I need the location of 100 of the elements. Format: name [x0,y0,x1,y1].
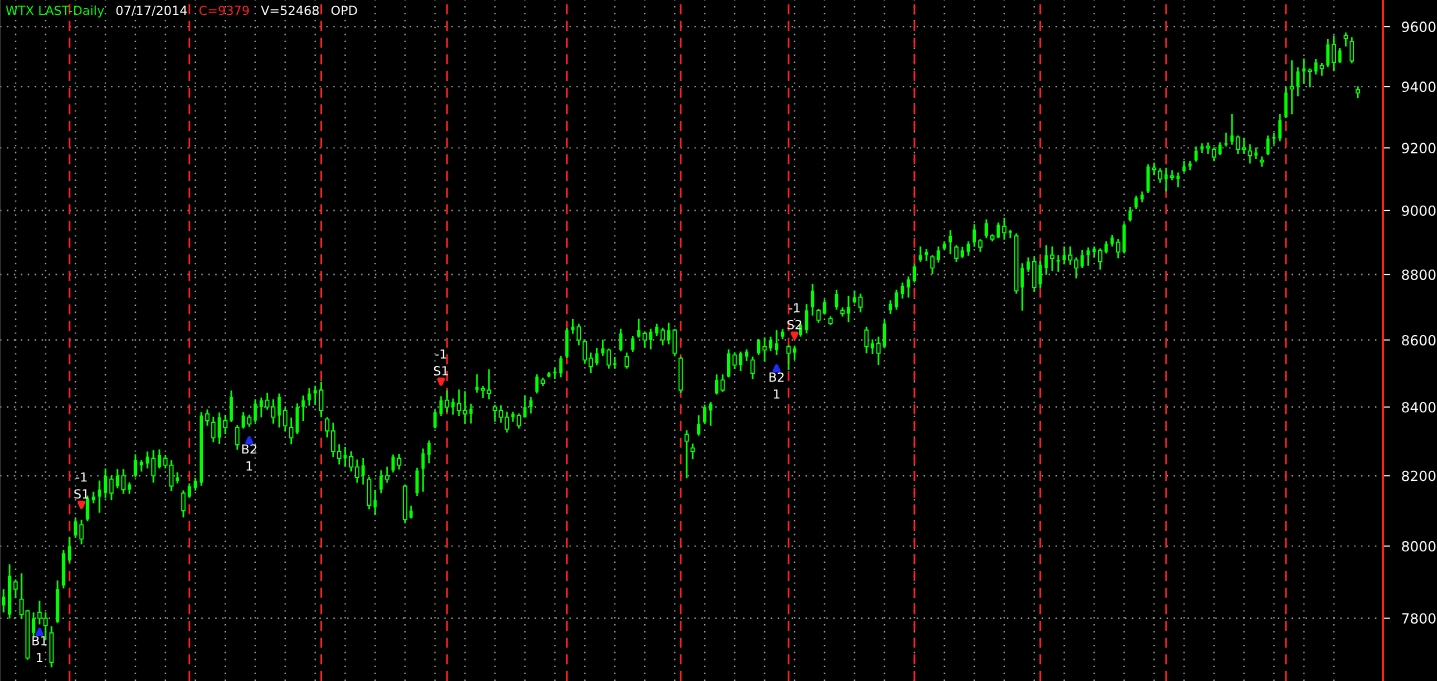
candlestick [1266,134,1270,156]
candlestick [415,466,419,497]
y-tick-label: 7800 [1402,613,1436,624]
candlestick [439,395,443,417]
candlestick [774,329,779,356]
candlestick [1302,57,1306,85]
candlestick [535,373,539,395]
candlestick [79,519,84,546]
y-tick-label: 9600 [1401,21,1436,33]
candlestick [1230,113,1234,146]
y-tick-label: 8400 [1402,402,1436,413]
candlestick [738,350,743,372]
candlestick [1326,38,1330,68]
candlestick [157,448,162,470]
candlestick [750,355,755,380]
annotation: -1 S1 [74,472,89,499]
candlestick [582,339,588,365]
candlestick [283,406,288,433]
candlestick [786,344,791,371]
candlestick [984,218,988,239]
candlestick [1176,171,1180,188]
candlestick [834,288,839,311]
candlestick [133,453,138,479]
candlestick [1086,246,1090,267]
annotation: B1 1 [32,636,47,663]
candlestick [613,356,617,370]
candlestick [523,395,527,419]
candlestick [894,288,899,311]
y-tick-label: 9000 [1401,205,1436,216]
candlestick [504,410,510,434]
candlestick [637,318,641,339]
candlestick [277,392,281,429]
candlestick [1097,247,1103,271]
candlestick [211,416,216,444]
candlestick [1247,143,1253,165]
candlestick [361,457,365,486]
candlestick [1278,113,1282,143]
candlestick [684,429,689,479]
candlestick [427,439,431,465]
y-tick-label: 8800 [1402,269,1436,280]
candlestick [330,421,336,458]
candlestick [1062,245,1066,266]
candlestick [456,388,462,417]
candlestick [475,373,479,394]
candlestick [253,398,257,424]
candlestick [486,368,492,401]
candlestick [31,611,36,638]
candlestick [672,328,677,358]
candlestick [703,403,707,425]
candlestick [223,414,228,435]
candlestick [1164,166,1168,193]
candlestick [1235,134,1241,155]
candlestick [373,489,377,516]
annotation: 07/17/2014 [116,5,187,17]
candlestick [324,416,330,439]
candlestick [858,292,863,314]
candlestick [876,335,881,366]
y-tick-label: 9200 [1401,142,1436,154]
candlestick [421,447,425,493]
candlestick [181,489,186,519]
candlestick [348,450,354,473]
candlestick [930,254,935,276]
candlestick [1272,132,1276,146]
y-tick-label: 8200 [1402,470,1436,482]
candlestick [715,373,719,396]
annotation: B2 1 [242,444,257,471]
candlestick [864,325,869,355]
candlestick [469,402,473,425]
annotation: V=52468 [260,5,319,16]
candlestick [97,479,102,514]
candlestick [1296,66,1300,98]
candlestick [576,322,582,347]
candlestick [433,408,437,430]
candlestick [1056,254,1060,273]
y-tick-label: 8600 [1402,334,1436,346]
chart-title: WTX LAST-Daily [5,5,105,18]
candlestick [619,327,623,353]
candlestick [229,389,233,423]
candlestick [1289,59,1295,116]
candlestick [289,416,294,446]
candlestick [313,384,317,406]
candlestick [1307,67,1313,89]
candlestick [667,322,671,346]
candlestick [846,295,851,324]
candlestick [13,578,18,600]
candlestick [151,449,156,484]
candlestick [1002,216,1007,241]
candlestick [480,385,486,399]
candlestick [804,303,809,335]
candlestick [912,263,917,284]
candlestick [318,380,324,419]
candlestick [1349,36,1355,65]
candlestick [588,351,594,374]
annotation: OPD [331,5,357,16]
candlestick [217,411,221,445]
candlestick [1331,34,1337,72]
candlestick [354,458,360,484]
annotation: C=9379 [199,5,249,16]
candlestick [259,396,263,419]
annotation: -1 S1 [433,349,448,376]
